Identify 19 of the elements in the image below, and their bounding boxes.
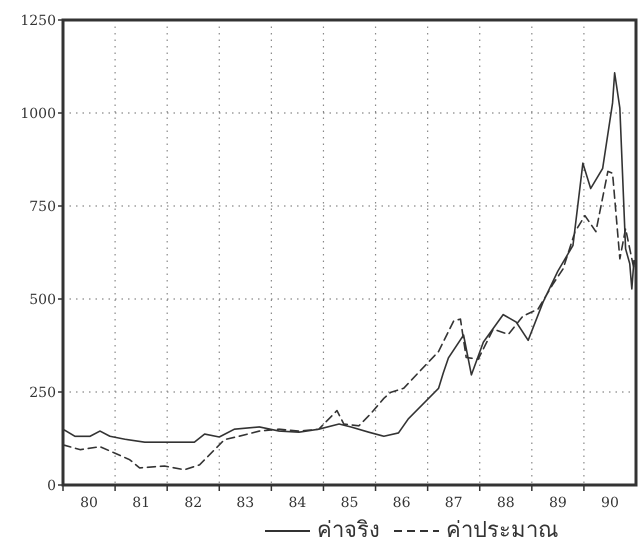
y-tick-label: 500	[29, 292, 56, 308]
x-tick-label: 82	[184, 495, 202, 511]
x-tick-label: 86	[392, 495, 411, 511]
legend-label: ค่าประมาณ	[446, 518, 558, 543]
x-tick-label: 84	[288, 495, 306, 511]
legend-label: ค่าจริง	[317, 518, 380, 543]
x-tick-label: 88	[496, 495, 515, 511]
x-tick-label: 83	[236, 495, 254, 511]
y-tick-label: 1250	[20, 13, 56, 29]
x-tick-label: 85	[340, 495, 358, 511]
y-tick-label: 1000	[20, 106, 56, 122]
x-tick-label: 81	[132, 495, 150, 511]
x-tick-label: 87	[444, 495, 463, 511]
x-tick-label: 89	[548, 495, 567, 511]
y-tick-label: 750	[29, 199, 56, 215]
x-tick-label: 90	[601, 495, 619, 511]
y-tick-label: 250	[29, 385, 56, 401]
x-tick-label: 80	[80, 495, 98, 511]
y-tick-label: 0	[47, 478, 56, 494]
